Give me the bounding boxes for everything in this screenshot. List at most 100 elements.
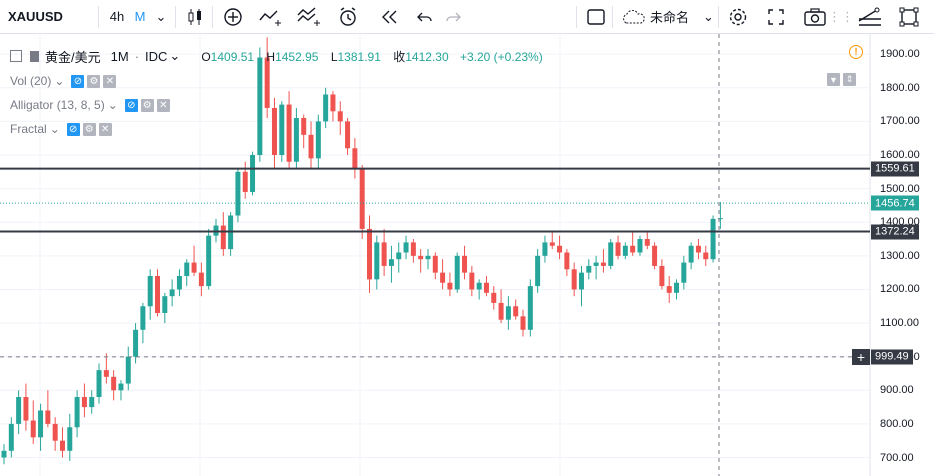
high-value: 1452.95 — [275, 49, 319, 64]
drag-handle-icon[interactable]: ⋮⋮ — [828, 8, 854, 24]
fullscreen-icon[interactable] — [762, 0, 790, 33]
visibility-icon[interactable]: ⊘ — [66, 122, 80, 136]
pane-nav-arrows: ▼ ⇕ — [827, 73, 856, 86]
rectangle-tool-icon[interactable] — [584, 0, 608, 33]
candle-body — [198, 272, 204, 287]
candle-body — [235, 171, 241, 216]
candle-body — [454, 255, 460, 290]
price-tick-label: 1300.00 — [880, 249, 920, 262]
collapse-pane-icon[interactable]: ▼ — [827, 73, 840, 86]
close-label: 收 — [393, 49, 406, 64]
candle-body — [96, 370, 102, 398]
candle-body — [308, 134, 314, 159]
price-tick-label: 1100.00 — [880, 317, 919, 330]
candle-body — [345, 121, 351, 149]
candle-body — [666, 286, 672, 293]
add-price-line-icon[interactable]: + — [852, 348, 870, 365]
visibility-icon[interactable]: ⊘ — [71, 74, 85, 88]
low-label: L — [330, 49, 338, 64]
visibility-icon[interactable]: ⊘ — [124, 98, 138, 112]
settings-gear-icon[interactable] — [724, 0, 752, 33]
close-icon[interactable]: ✕ — [103, 74, 117, 88]
candle-body — [315, 121, 321, 159]
replay-icon[interactable] — [376, 0, 402, 33]
symbol-flag-icon — [30, 50, 39, 62]
add-indicator-icon[interactable] — [220, 0, 246, 33]
collapse-legend-icon[interactable] — [10, 50, 22, 62]
legend-dot: · — [134, 48, 140, 64]
price-chart[interactable] — [0, 34, 934, 476]
candle-body — [717, 218, 723, 220]
horizontal-line-price-badge[interactable]: 1559.61 — [871, 161, 919, 177]
interval-4h-button[interactable]: 4h — [106, 0, 128, 33]
indicator-vol[interactable]: Vol (20) ⌄ ⊘ ⚙ ✕ — [10, 72, 117, 90]
candle-body — [542, 242, 548, 256]
indicator-fractal[interactable]: Fractal ⌄ ⊘ ⚙ ✕ — [10, 120, 112, 138]
last-price-badge: 1456.74 — [871, 195, 919, 211]
layout-name-button[interactable]: 未命名 ⌄ — [620, 0, 716, 33]
candle-body — [162, 296, 168, 313]
candle-body — [630, 245, 636, 253]
redo-icon[interactable] — [442, 0, 464, 33]
candle-body — [220, 225, 226, 250]
camera-icon[interactable] — [800, 0, 830, 33]
candle-body — [374, 242, 380, 280]
legend-interval: 1M — [110, 48, 129, 64]
candle-body — [644, 239, 650, 246]
crosshair-price-badge: 999.49 — [871, 349, 913, 365]
warning-icon[interactable]: ! — [849, 45, 863, 59]
select-frame-icon[interactable] — [894, 0, 924, 33]
candle-body — [271, 107, 277, 156]
indicator-alligator-label: Alligator (13, 8, 5) — [10, 98, 105, 112]
symbol-search-button[interactable]: XAUUSD — [8, 0, 72, 33]
candle-body — [169, 289, 175, 297]
legend-source-chevron-icon[interactable]: ⌄ — [169, 48, 181, 63]
candle-body — [359, 168, 365, 229]
undo-icon[interactable] — [414, 0, 436, 33]
indicators-icon[interactable] — [294, 0, 324, 33]
low-value: 1381.91 — [337, 49, 381, 64]
candle-body — [396, 252, 402, 260]
candle-body — [16, 397, 22, 424]
alert-clock-icon[interactable] — [334, 0, 364, 33]
candle-body — [418, 255, 424, 260]
candle-body — [557, 245, 563, 253]
candle-style-icon[interactable] — [182, 0, 208, 33]
candle-body — [388, 259, 394, 266]
settings-icon[interactable]: ⚙ — [82, 122, 96, 136]
candle-body — [381, 242, 387, 266]
settings-icon[interactable]: ⚙ — [87, 74, 101, 88]
candle-body — [352, 148, 358, 169]
indicator-alligator[interactable]: Alligator (13, 8, 5) ⌄ ⊘ ⚙ ✕ — [10, 96, 170, 114]
symbol-label: XAUUSD — [8, 9, 63, 24]
pane-order-icon[interactable]: ⇕ — [843, 73, 856, 86]
candle-body — [688, 245, 694, 263]
indicator-fractal-label: Fractal — [10, 122, 47, 136]
main-series-legend: 黄金/美元 1M · IDC ⌄ O1409.51 H1452.95 L1381… — [10, 46, 543, 66]
candle-body — [264, 57, 270, 108]
candle-body — [695, 245, 701, 253]
price-tick-label: 800.00 — [880, 417, 914, 430]
interval-m-button[interactable]: M — [130, 0, 150, 33]
candle-body — [279, 104, 285, 156]
candle-body — [323, 94, 329, 122]
candle-body — [367, 228, 372, 280]
close-icon[interactable]: ✕ — [98, 122, 112, 136]
candle-body — [447, 282, 453, 290]
candle-body — [571, 269, 577, 290]
open-value: 1409.51 — [210, 49, 255, 64]
compare-icon[interactable] — [256, 0, 286, 33]
candle-body — [250, 155, 256, 192]
settings-icon[interactable]: ⚙ — [140, 98, 154, 112]
drawing-tools-icon[interactable] — [852, 0, 888, 33]
cloud-icon — [623, 9, 645, 23]
interval-dropdown-icon[interactable]: ⌄ — [155, 8, 167, 24]
close-icon[interactable]: ✕ — [156, 98, 170, 112]
layout-name-label: 未命名 — [650, 10, 690, 25]
legend-symbol-title[interactable]: 黄金/美元 — [45, 49, 101, 65]
candle-body — [140, 306, 146, 330]
price-tick-label: 1900.00 — [880, 48, 920, 61]
candle-body — [89, 397, 95, 408]
chevron-down-icon: ⌄ — [54, 74, 65, 88]
horizontal-line-price-badge[interactable]: 1372.24 — [871, 224, 919, 240]
